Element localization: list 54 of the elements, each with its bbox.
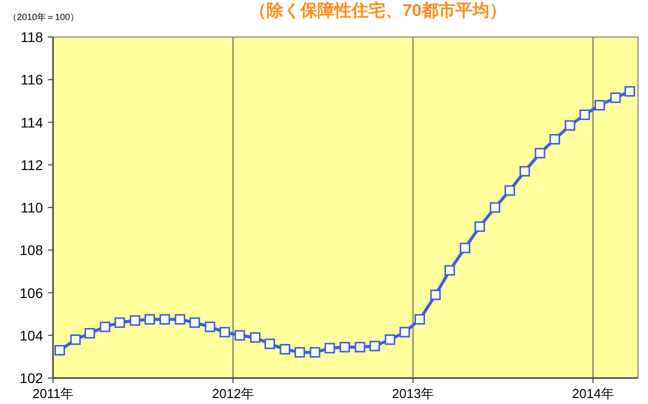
y-tick-label: 118 [20, 29, 44, 45]
point [234, 330, 246, 341]
point [400, 326, 410, 338]
point [280, 344, 290, 354]
text: （2010年＝100） [8, 12, 80, 22]
point [294, 347, 306, 358]
point [250, 332, 260, 343]
y-tick-label: 114 [20, 114, 44, 130]
point [444, 265, 456, 276]
x-tick-label: 2014年 [572, 386, 614, 401]
point [114, 317, 126, 328]
y-tick-label: 104 [20, 327, 44, 344]
point [384, 334, 396, 345]
point [54, 345, 66, 356]
point [310, 347, 320, 358]
point [504, 185, 516, 196]
chart-title: （除く保障性住宅、70都市平均） [250, 1, 506, 20]
point [414, 314, 426, 325]
point [174, 314, 186, 325]
y-tick-label: 110 [20, 200, 44, 216]
point [100, 322, 110, 332]
point [130, 315, 140, 326]
point [610, 92, 621, 103]
point [430, 290, 441, 300]
x-tick-label: 2011年 [32, 386, 74, 401]
x-tick-label: 2012年 [212, 386, 254, 401]
point [564, 120, 576, 131]
point [160, 314, 170, 325]
y-tick-label: 112 [20, 156, 44, 173]
point [144, 314, 156, 325]
point [324, 342, 336, 354]
y-tick-label: 106 [20, 284, 44, 301]
point [370, 340, 380, 352]
point [204, 322, 216, 332]
point [340, 342, 350, 352]
point [490, 202, 500, 213]
y-tick-label: 102 [20, 370, 44, 386]
x-tick-label: 2013年 [392, 386, 434, 401]
y-tick-label: 116 [20, 72, 44, 88]
point [84, 328, 96, 338]
point [624, 86, 636, 97]
point [474, 221, 486, 232]
point [520, 166, 530, 177]
y-tick-label: 108 [20, 242, 44, 258]
point [534, 148, 546, 158]
point [220, 326, 230, 338]
point [190, 317, 200, 328]
point [70, 334, 81, 345]
point [580, 110, 590, 120]
point [550, 134, 560, 145]
point [354, 342, 366, 352]
point [460, 242, 470, 254]
point [264, 338, 276, 350]
point [594, 100, 606, 110]
